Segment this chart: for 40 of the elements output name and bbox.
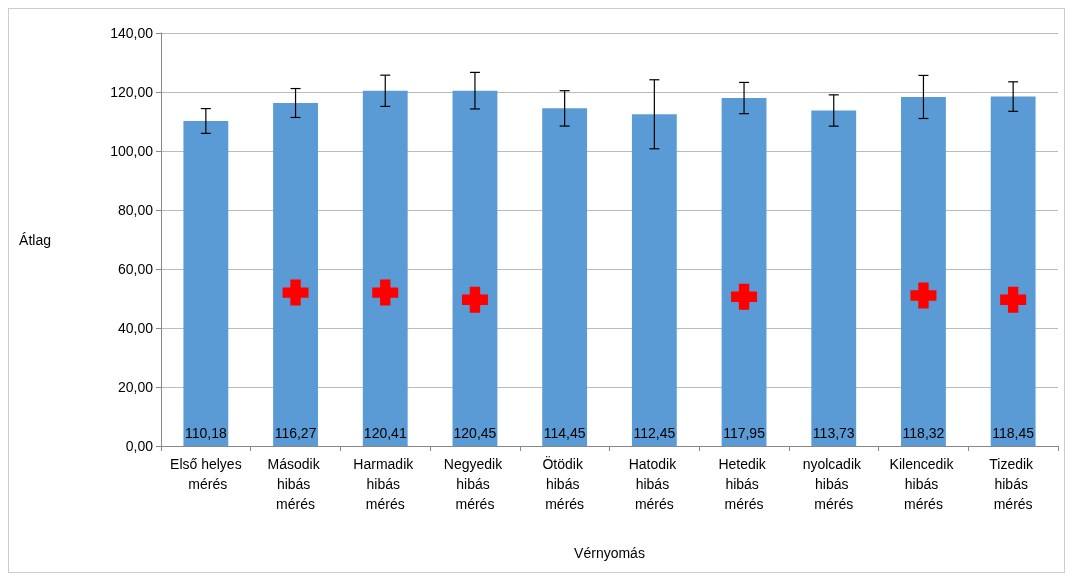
data-label: 113,73 bbox=[812, 425, 855, 441]
x-tick-label: Első helyes mérés bbox=[170, 456, 242, 492]
y-axis-title: Átlag bbox=[19, 231, 51, 248]
x-tick-label: Ötödik hibás mérés bbox=[542, 455, 587, 512]
data-label: 118,32 bbox=[902, 425, 945, 441]
bar bbox=[542, 108, 588, 446]
x-tick-label: Tizedik hibás mérés bbox=[989, 456, 1038, 512]
y-tick-label: 100,00 bbox=[110, 143, 154, 159]
x-tick-label: Második hibás mérés bbox=[267, 456, 324, 512]
x-tick-label: Hetedik hibás mérés bbox=[718, 456, 770, 512]
x-tick-label: Hatodik hibás mérés bbox=[628, 456, 681, 512]
data-label: 120,41 bbox=[363, 425, 407, 441]
x-tick-label: Harmadik hibás mérés bbox=[353, 456, 418, 512]
bar bbox=[811, 110, 857, 446]
data-label: 117,95 bbox=[723, 425, 766, 441]
data-label: 114,45 bbox=[543, 425, 586, 441]
bar bbox=[362, 90, 408, 446]
bar bbox=[273, 103, 318, 446]
y-tick-label: 80,00 bbox=[117, 202, 154, 218]
bar bbox=[452, 90, 498, 446]
data-label: 118,45 bbox=[992, 425, 1035, 441]
y-tick-label: 140,00 bbox=[110, 25, 154, 41]
bar bbox=[631, 114, 677, 446]
data-label: 116,27 bbox=[274, 425, 317, 441]
x-tick-label: Negyedik hibás mérés bbox=[443, 456, 507, 512]
data-label: 110,18 bbox=[184, 425, 227, 441]
y-tick-label: 60,00 bbox=[117, 261, 154, 277]
bar bbox=[183, 120, 229, 446]
x-tick-label: nyolcadik hibás mérés bbox=[802, 456, 865, 512]
data-label: 112,45 bbox=[633, 425, 676, 441]
y-tick-label: 40,00 bbox=[117, 320, 154, 336]
y-tick-label: 20,00 bbox=[117, 379, 154, 395]
bar bbox=[901, 96, 946, 446]
x-tick-label: Kilencedik hibás mérés bbox=[889, 456, 958, 512]
bar bbox=[721, 98, 767, 446]
y-tick-label: 0,00 bbox=[125, 438, 154, 454]
data-label: 120,45 bbox=[453, 425, 497, 441]
y-tick-label: 120,00 bbox=[110, 84, 154, 100]
bar bbox=[990, 96, 1036, 446]
x-axis-title: Vérnyomás bbox=[574, 545, 645, 561]
